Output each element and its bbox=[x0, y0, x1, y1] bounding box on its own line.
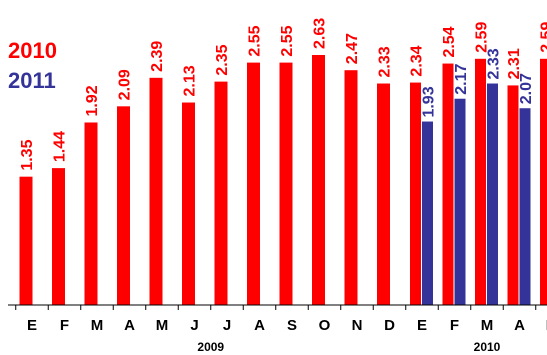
bar-2011-12 bbox=[422, 121, 433, 306]
data-label-2010-5: 2.13 bbox=[182, 65, 199, 96]
category-label-14: M bbox=[481, 317, 494, 334]
data-label-2010-3: 2.09 bbox=[117, 69, 134, 100]
category-label-11: D bbox=[384, 317, 395, 334]
data-label-2010-16: 2.59 bbox=[539, 22, 547, 53]
data-label-2010-14: 2.59 bbox=[474, 22, 491, 53]
bar-2011-13 bbox=[454, 98, 466, 306]
data-label-2010-9: 2.63 bbox=[312, 18, 329, 49]
data-labels-layer: 1.35 1.44 1.92 2.09 2.39 2.13 2.35 2.55 2.55 2.63… bbox=[19, 18, 547, 171]
data-label-2010-6: 2.35 bbox=[214, 44, 231, 75]
bar-2010-7 bbox=[247, 62, 260, 306]
category-label-15: A bbox=[514, 317, 525, 334]
data-label-2010-7: 2.55 bbox=[247, 25, 264, 56]
year-labels-layer: 2009 2010 bbox=[197, 340, 500, 354]
bar-2010-9 bbox=[312, 55, 325, 305]
bar-2010-0 bbox=[19, 176, 33, 305]
bar-2010-4 bbox=[149, 77, 163, 305]
legend-entry-2010: 2010 bbox=[8, 38, 57, 63]
category-labels-layer: EFMAMJJASONDEFMAM bbox=[27, 317, 547, 334]
data-label-2011-13: 2.17 bbox=[453, 63, 470, 94]
bars-layer bbox=[19, 55, 547, 306]
bar-2010-11 bbox=[377, 83, 390, 305]
category-label-16: M bbox=[546, 317, 547, 334]
bar-2011-15 bbox=[519, 108, 531, 306]
bar-2010-5 bbox=[182, 102, 195, 305]
data-label-2011-12: 1.93 bbox=[421, 86, 438, 117]
category-label-13: F bbox=[450, 317, 459, 334]
bar-2010-8 bbox=[279, 62, 293, 306]
data-label-2010-10: 2.47 bbox=[344, 33, 361, 64]
category-label-3: A bbox=[124, 317, 135, 334]
data-label-2011-14: 2.33 bbox=[486, 48, 503, 79]
data-label-2010-1: 1.44 bbox=[52, 131, 69, 162]
bar-2011-14 bbox=[487, 83, 498, 305]
data-label-2010-15: 2.31 bbox=[506, 48, 523, 79]
category-label-5: J bbox=[190, 317, 198, 334]
data-label-2010-8: 2.55 bbox=[279, 25, 296, 56]
category-label-8: S bbox=[287, 317, 297, 334]
bar-2010-3 bbox=[117, 106, 130, 305]
data-label-2010-2: 1.92 bbox=[84, 85, 101, 116]
bar-2010-2 bbox=[84, 122, 98, 305]
bar-2010-1 bbox=[52, 168, 65, 305]
bar-2010-6 bbox=[214, 81, 228, 305]
data-label-2010-11: 2.33 bbox=[377, 46, 394, 77]
data-label-2011-15: 2.07 bbox=[518, 73, 535, 104]
bar-2010-13 bbox=[442, 63, 454, 306]
bar-2010-15 bbox=[507, 85, 519, 306]
bar-2010-14 bbox=[475, 58, 486, 306]
bar-2010-16 bbox=[540, 58, 547, 306]
data-label-2010-12: 2.34 bbox=[409, 45, 426, 76]
category-label-12: E bbox=[417, 317, 427, 334]
category-label-6: J bbox=[223, 317, 231, 334]
category-label-4: M bbox=[156, 317, 169, 334]
category-label-7: A bbox=[254, 317, 265, 334]
year-label-2010: 2010 bbox=[474, 340, 501, 354]
category-label-9: O bbox=[319, 317, 331, 334]
category-label-0: E bbox=[27, 317, 37, 334]
data-label-2010-0: 1.35 bbox=[19, 139, 36, 170]
category-label-1: F bbox=[60, 317, 69, 334]
data-label-2010-13: 2.54 bbox=[441, 26, 458, 57]
legend-entry-2011: 2011 bbox=[8, 68, 56, 93]
bar-2010-10 bbox=[344, 70, 358, 305]
x-ticks-layer bbox=[15, 305, 537, 310]
year-label-2009: 2009 bbox=[197, 340, 224, 354]
category-label-2: M bbox=[91, 317, 104, 334]
data-label-2010-4: 2.39 bbox=[149, 41, 166, 72]
bar-2010-12 bbox=[410, 82, 421, 305]
category-label-10: N bbox=[352, 317, 363, 334]
